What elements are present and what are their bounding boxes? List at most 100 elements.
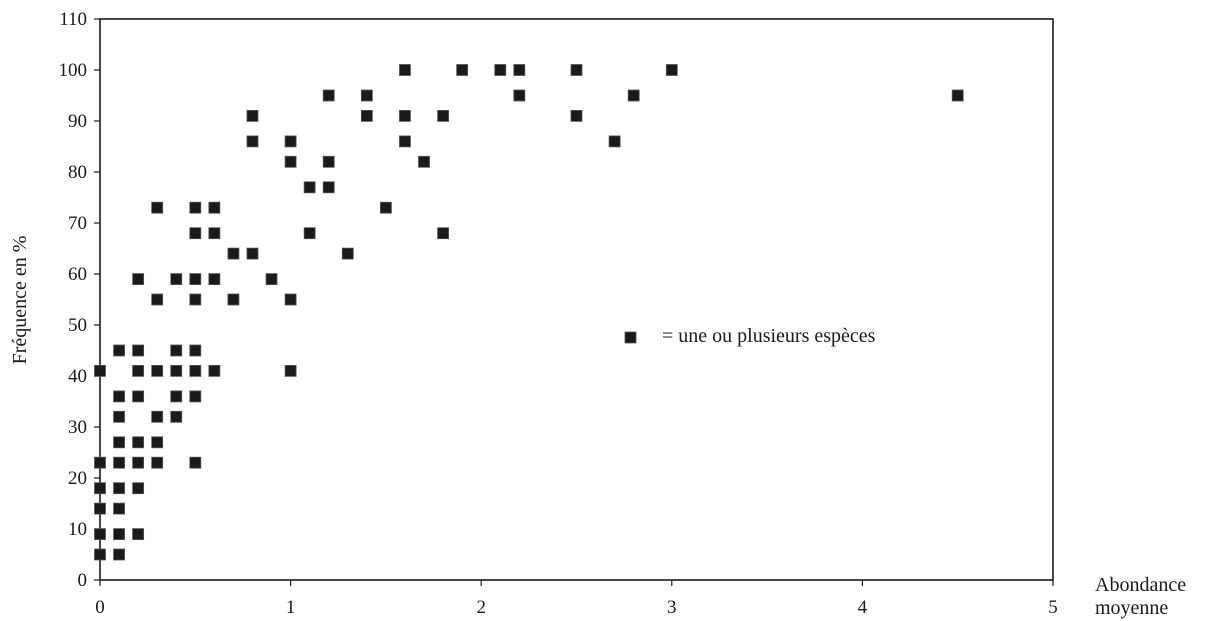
legend-marker: [624, 331, 637, 344]
data-point: [151, 436, 164, 449]
y-tick-label: 60: [68, 264, 87, 285]
data-point: [303, 227, 316, 240]
y-tick-label: 20: [68, 468, 87, 489]
data-point: [132, 390, 145, 403]
data-point: [208, 201, 221, 214]
x-axis-title-line-2: moyenne: [1095, 597, 1168, 619]
x-tick-label: 5: [1048, 597, 1058, 618]
y-axis: 0 10 20 30 40 50 60 70 80 90 100 110: [59, 9, 100, 591]
data-point: [94, 456, 106, 469]
data-point: [189, 293, 202, 306]
x-tick-label: 2: [476, 597, 486, 618]
data-point: [284, 364, 297, 377]
data-point: [208, 227, 221, 240]
data-point: [151, 410, 164, 423]
data-point: [189, 227, 202, 240]
data-point: [494, 64, 507, 76]
data-point: [246, 135, 259, 148]
data-point: [189, 344, 202, 357]
data-point: [170, 364, 183, 377]
data-point: [513, 64, 526, 76]
data-point: [951, 89, 964, 102]
data-point: [113, 410, 125, 423]
data-point: [399, 64, 411, 76]
data-point: [113, 344, 125, 357]
data-point: [132, 344, 145, 357]
data-point: [456, 64, 469, 76]
data-point: [379, 201, 392, 214]
data-point: [132, 436, 145, 449]
data-point: [151, 364, 164, 377]
y-tick-label: 0: [78, 570, 88, 591]
data-point: [246, 247, 259, 260]
data-point: [132, 364, 145, 377]
x-tick-label: 4: [858, 597, 868, 618]
x-tick-label: 1: [286, 597, 296, 618]
y-tick-label: 10: [68, 519, 87, 540]
data-point: [360, 89, 373, 102]
data-points: [94, 64, 964, 561]
data-point: [570, 64, 583, 76]
x-axis-title-line-1: Abondance: [1095, 574, 1186, 596]
data-point: [151, 293, 164, 306]
data-point: [170, 410, 183, 423]
data-point: [246, 110, 259, 122]
y-tick-label: 100: [59, 60, 88, 81]
data-point: [132, 482, 145, 495]
data-point: [341, 247, 354, 260]
data-point: [322, 155, 335, 168]
data-point: [94, 502, 106, 515]
y-tick-label: 80: [68, 162, 87, 183]
data-point: [208, 273, 221, 286]
y-tick-label: 110: [59, 9, 87, 30]
x-tick-label: 3: [667, 597, 677, 618]
data-point: [189, 273, 202, 286]
data-point: [284, 155, 297, 168]
data-point: [170, 344, 183, 357]
y-tick-label: 40: [68, 366, 87, 387]
y-tick-label: 50: [68, 315, 87, 336]
data-point: [94, 548, 106, 561]
data-point: [322, 89, 335, 102]
data-point: [227, 293, 240, 306]
y-axis-title: Fréquence en %: [9, 236, 31, 365]
data-point: [170, 273, 183, 286]
data-point: [113, 482, 125, 495]
x-tick-label: 0: [95, 597, 105, 618]
x-axis: 0 1 2 3 4 5: [95, 580, 1058, 618]
data-point: [284, 135, 297, 148]
data-point: [513, 89, 526, 102]
data-point: [303, 181, 316, 194]
data-point: [227, 247, 240, 260]
data-point: [94, 528, 106, 540]
y-tick-label: 30: [68, 417, 87, 438]
data-point: [113, 502, 125, 515]
data-point: [189, 201, 202, 214]
data-point: [113, 548, 125, 561]
y-tick-label: 90: [68, 111, 87, 132]
data-point: [608, 135, 621, 148]
data-point: [399, 110, 411, 122]
legend-label: = une ou plusieurs espèces: [662, 325, 876, 347]
data-point: [94, 482, 106, 495]
data-point: [189, 364, 202, 377]
data-point: [570, 110, 583, 122]
data-point: [627, 89, 640, 102]
data-point: [132, 273, 145, 286]
data-point: [189, 456, 202, 469]
data-point: [208, 364, 221, 377]
data-point: [113, 390, 125, 403]
y-tick-label: 70: [68, 213, 87, 234]
data-point: [170, 390, 183, 403]
data-point: [284, 293, 297, 306]
data-point: [151, 456, 164, 469]
data-point: [360, 110, 373, 122]
data-point: [94, 364, 106, 377]
data-point: [322, 181, 335, 194]
legend: = une ou plusieurs espèces: [624, 325, 876, 347]
data-point: [265, 273, 278, 286]
data-point: [399, 135, 411, 148]
data-point: [113, 456, 125, 469]
data-point: [418, 155, 430, 168]
